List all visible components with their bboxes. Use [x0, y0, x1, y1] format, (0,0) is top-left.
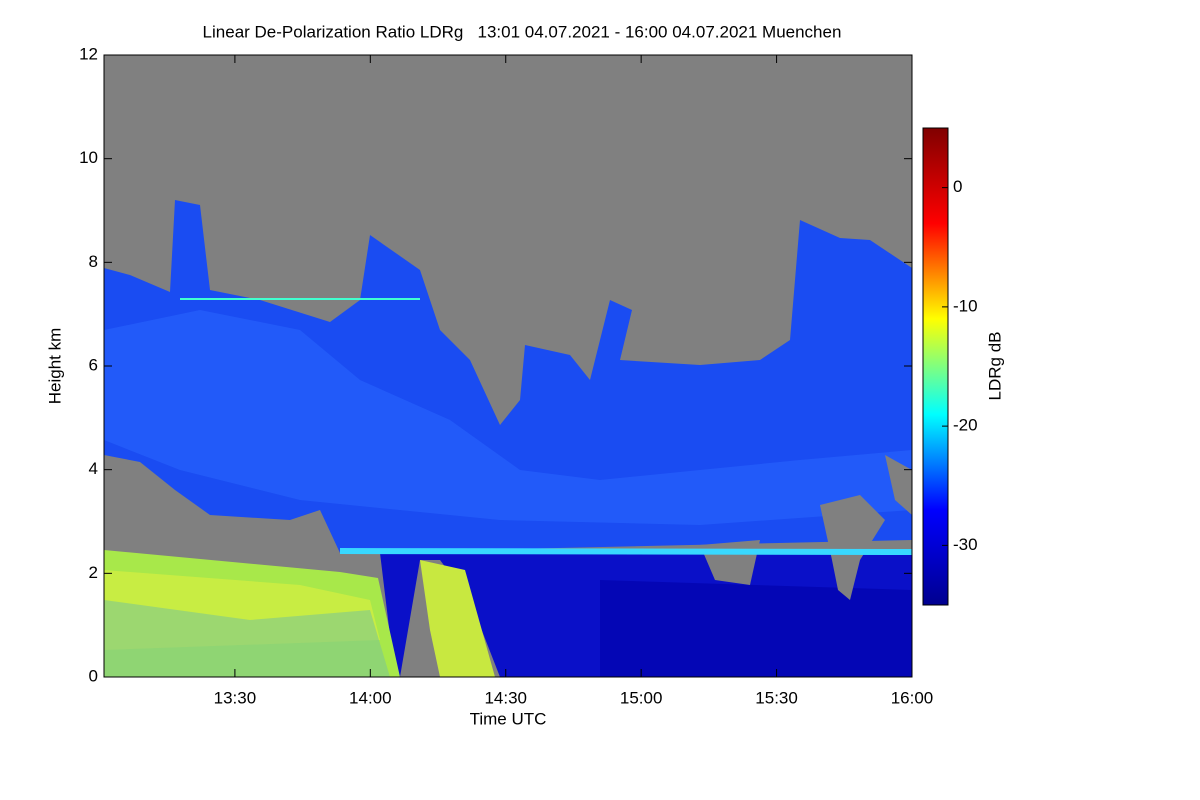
- x-tick-label: 15:00: [620, 688, 663, 707]
- ldr-field: [104, 200, 913, 677]
- y-tick-label: 0: [89, 666, 98, 685]
- y-axis-label: Height km: [45, 328, 64, 405]
- colorbar-label: LDRg dB: [985, 332, 1004, 401]
- x-tick-label: 14:30: [484, 688, 527, 707]
- chart-title: Linear De-Polarization Ratio LDRg 13:01 …: [203, 22, 842, 41]
- y-tick-label: 10: [79, 148, 98, 167]
- y-tick-label: 8: [89, 252, 98, 271]
- colorbar-tick-label: -20: [953, 416, 978, 435]
- y-tick-label: 12: [79, 44, 98, 63]
- x-tick-label: 16:00: [891, 688, 934, 707]
- colorbar-tick-label: 0: [953, 177, 962, 196]
- axes: 0 2 4 6 8 10 12 13:30 14:00 14:30 15:00 15:30 16:00 -…: [79, 44, 978, 707]
- y-tick-label: 4: [89, 459, 98, 478]
- colorbar-tick-label: -30: [953, 535, 978, 554]
- y-tick-label: 6: [89, 355, 98, 374]
- x-tick-label: 15:30: [755, 688, 798, 707]
- y-tick-label: 2: [89, 563, 98, 582]
- x-tick-label: 14:00: [349, 688, 392, 707]
- colorbar-tick-label: -10: [953, 296, 978, 315]
- x-axis-label: Time UTC: [470, 709, 547, 728]
- colorbar: [922, 127, 949, 606]
- x-tick-label: 13:30: [214, 688, 257, 707]
